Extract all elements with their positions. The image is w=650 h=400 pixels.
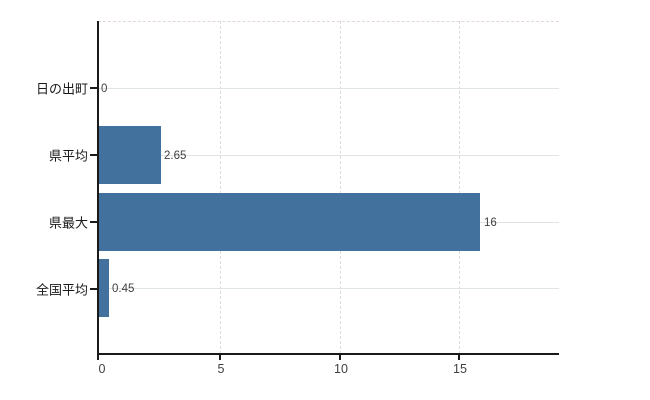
bar-value-ken-heikin: 2.65	[164, 150, 187, 162]
x-tick-mark-15	[458, 354, 460, 360]
bar-value-ken-saidai: 16	[484, 217, 497, 229]
y-tick-mark-ken-saidai	[90, 221, 97, 223]
y-axis-label-ken-saidai: 県最大	[48, 215, 88, 231]
y-axis-line	[97, 21, 99, 354]
x-axis-tick-label-10: 10	[334, 362, 348, 376]
gridline-vertical-10	[340, 21, 341, 354]
gridline-horizontal-2	[98, 155, 559, 156]
gridline-horizontal-4	[98, 288, 559, 289]
x-axis-tick-label-15: 15	[453, 362, 467, 376]
gridline-horizontal-top	[98, 21, 559, 23]
bar-zenkoku-heikin[interactable]	[98, 259, 109, 317]
x-axis-tick-label-0: 0	[98, 362, 106, 376]
plot-area: 0 2.65 16 0.45	[98, 21, 559, 354]
bar-value-hinodemachi: 0	[101, 83, 108, 95]
x-tick-mark-0	[97, 354, 99, 360]
y-tick-mark-zenkoku-heikin	[90, 288, 97, 290]
gridline-vertical-5	[220, 21, 221, 354]
gridline-horizontal-1	[98, 88, 559, 89]
y-axis-label-zenkoku-heikin: 全国平均	[35, 282, 88, 298]
x-axis-line	[97, 353, 559, 355]
x-axis-tick-label-5: 5	[217, 362, 225, 376]
y-axis-label-ken-heikin: 県平均	[48, 148, 88, 164]
bar-value-zenkoku-heikin: 0.45	[112, 283, 135, 295]
y-axis-label-hinodemachi: 日の出町	[35, 81, 88, 97]
bar-ken-heikin[interactable]	[98, 126, 161, 184]
y-tick-mark-hinodemachi	[90, 87, 97, 89]
gridline-vertical-15	[459, 21, 460, 354]
bar-ken-saidai[interactable]	[98, 193, 480, 251]
x-tick-mark-10	[339, 354, 341, 360]
y-tick-mark-ken-heikin	[90, 154, 97, 156]
x-tick-mark-5	[219, 354, 221, 360]
